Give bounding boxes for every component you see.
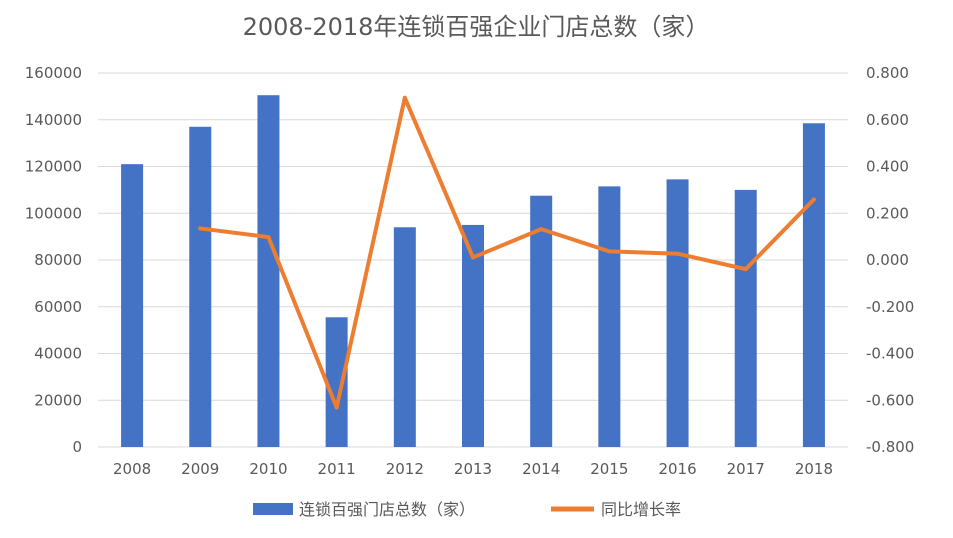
left-tick-label: 160000: [25, 64, 82, 82]
right-tick-label: -0.200: [866, 298, 914, 316]
x-tick-label: 2017: [727, 460, 765, 478]
line-series: [198, 95, 816, 410]
line-point: [471, 255, 475, 260]
line-point: [743, 267, 748, 272]
x-tick-label: 2016: [658, 460, 696, 478]
left-tick-label: 20000: [34, 391, 82, 409]
bar: [666, 179, 689, 447]
x-tick-label: 2014: [522, 460, 560, 478]
x-tick-label: 2013: [454, 460, 492, 478]
bar: [325, 317, 348, 447]
right-tick-label: -0.600: [866, 391, 914, 409]
x-tick-label: 2012: [386, 460, 424, 478]
left-tick-label: 100000: [25, 204, 82, 222]
x-tick-label: 2008: [113, 460, 151, 478]
left-axis-ticks: 0 20000 40000 60000 80000 100000 120000 140000 1…: [25, 64, 82, 456]
right-tick-label: 0.600: [866, 111, 909, 129]
line-point: [675, 251, 680, 256]
bar-series: [121, 95, 825, 448]
left-tick-label: 140000: [25, 111, 82, 129]
line-point: [607, 249, 612, 254]
x-tick-label: 2015: [590, 460, 628, 478]
right-tick-label: 0.800: [866, 64, 909, 82]
legend-label-line: 同比增长率: [601, 500, 681, 519]
legend-label-bars: 连锁百强门店总数（家）: [299, 500, 475, 519]
bar: [189, 126, 212, 447]
right-tick-label: -0.400: [866, 345, 914, 363]
line-point: [811, 197, 816, 202]
legend: 连锁百强门店总数（家） 同比增长率: [253, 500, 681, 519]
x-axis-ticks: 2008 2009 2010 2011 2012 2013 2014 2015 2016 2017…: [113, 460, 833, 478]
bar: [121, 164, 144, 447]
left-tick-label: 40000: [34, 345, 82, 363]
right-tick-label: 0.400: [866, 158, 909, 176]
x-tick-label: 2018: [795, 460, 833, 478]
right-tick-label: 0.000: [866, 251, 909, 269]
bar: [530, 195, 553, 447]
legend-swatch-bars: [253, 503, 293, 515]
bar: [598, 186, 621, 447]
x-tick-label: 2010: [249, 460, 287, 478]
bar: [802, 123, 825, 447]
line-point: [402, 95, 407, 100]
left-tick-label: 120000: [25, 158, 82, 176]
bar: [257, 95, 280, 448]
line-point: [198, 226, 203, 231]
right-axis-ticks: -0.800 -0.600 -0.400 -0.200 0.000 0.200 0.400 0…: [866, 64, 914, 456]
line-point: [539, 227, 544, 232]
line-point: [334, 405, 339, 410]
chart-title: 2008-2018年连锁百强企业门店总数（家）: [243, 13, 710, 41]
left-tick-label: 0: [72, 438, 82, 456]
right-tick-label: -0.800: [866, 438, 914, 456]
left-tick-label: 60000: [34, 298, 82, 316]
left-tick-label: 80000: [34, 251, 82, 269]
growth-rate-line: [198, 95, 816, 410]
bar: [393, 227, 416, 447]
x-tick-label: 2009: [181, 460, 219, 478]
line-point: [266, 235, 271, 240]
bar: [462, 224, 484, 447]
x-tick-label: 2011: [318, 460, 356, 478]
bar: [734, 189, 757, 447]
right-tick-label: 0.200: [866, 204, 909, 222]
